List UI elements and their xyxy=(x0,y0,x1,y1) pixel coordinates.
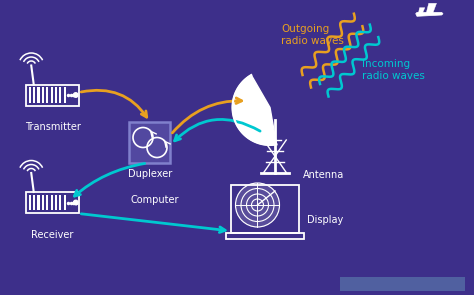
Circle shape xyxy=(73,93,78,97)
FancyBboxPatch shape xyxy=(37,88,40,102)
FancyBboxPatch shape xyxy=(28,88,31,102)
FancyBboxPatch shape xyxy=(42,88,44,102)
Polygon shape xyxy=(233,75,276,145)
FancyBboxPatch shape xyxy=(51,88,53,102)
Text: Display: Display xyxy=(308,215,344,225)
Circle shape xyxy=(236,183,280,227)
Circle shape xyxy=(73,200,78,205)
FancyBboxPatch shape xyxy=(33,88,35,102)
Text: Computer: Computer xyxy=(130,195,179,205)
Text: Receiver: Receiver xyxy=(31,230,73,240)
FancyBboxPatch shape xyxy=(55,195,57,210)
FancyBboxPatch shape xyxy=(37,195,40,210)
FancyBboxPatch shape xyxy=(129,122,171,163)
FancyBboxPatch shape xyxy=(51,195,53,210)
Text: Duplexer: Duplexer xyxy=(128,169,172,179)
FancyBboxPatch shape xyxy=(64,195,66,210)
FancyBboxPatch shape xyxy=(59,195,62,210)
Polygon shape xyxy=(418,8,425,14)
FancyBboxPatch shape xyxy=(46,88,48,102)
Polygon shape xyxy=(426,3,437,14)
FancyBboxPatch shape xyxy=(59,88,62,102)
FancyBboxPatch shape xyxy=(340,277,465,291)
FancyBboxPatch shape xyxy=(55,88,57,102)
Text: Antenna: Antenna xyxy=(302,170,344,180)
FancyBboxPatch shape xyxy=(46,195,48,210)
FancyBboxPatch shape xyxy=(64,88,66,102)
Text: Incoming
radio waves: Incoming radio waves xyxy=(363,59,425,81)
FancyBboxPatch shape xyxy=(42,195,44,210)
FancyBboxPatch shape xyxy=(33,195,35,210)
Text: Outgoing
radio waves: Outgoing radio waves xyxy=(281,24,344,46)
Polygon shape xyxy=(416,12,443,16)
Text: Transmitter: Transmitter xyxy=(25,122,81,132)
FancyBboxPatch shape xyxy=(28,195,31,210)
